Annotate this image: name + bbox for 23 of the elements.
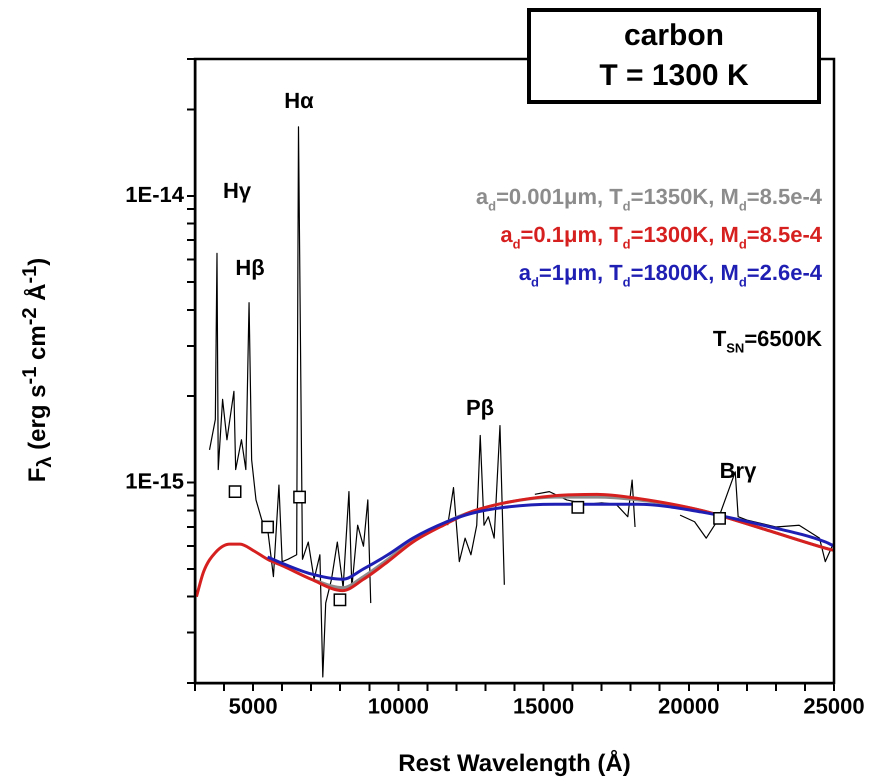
x-tick-label: 5000 [228,693,278,718]
annotation: Hα [284,88,314,113]
x-tick-label: 25000 [803,693,865,718]
annotation: Pβ [466,395,494,420]
point [334,593,346,606]
point [571,500,584,514]
line-series [195,492,834,598]
y-tick-label: 1E-14 [125,182,185,207]
x-tick-label: 10000 [368,693,429,718]
point [228,485,242,498]
x-axis-title: Rest Wavelength (Å) [398,749,631,778]
point [261,520,274,534]
annotation: Hγ [222,178,252,203]
point [293,490,306,504]
annotation: Brγ [720,458,758,483]
y-tick-label: 1E-15 [125,468,184,494]
point [713,512,726,525]
label-box: carbon T = 1300 K [527,8,821,104]
chart-title: carbon T = 1300 K [599,18,749,94]
x-tick-label: 15000 [512,693,574,718]
line-series [266,502,834,581]
annotation: Hβ [235,255,265,280]
x-tick-label: 20000 [658,693,720,718]
